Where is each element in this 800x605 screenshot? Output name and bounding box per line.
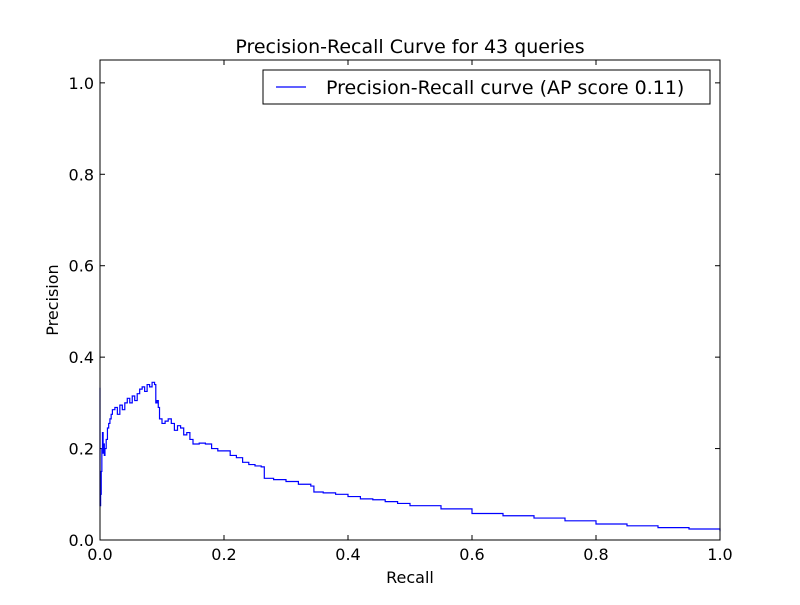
legend-label: Precision-Recall curve (AP score 0.11) [326, 77, 684, 99]
x-tick-label: 0.4 [335, 545, 360, 564]
legend: Precision-Recall curve (AP score 0.11) [262, 69, 711, 105]
y-tick-label: 1.0 [69, 74, 94, 93]
series-layer [99, 381, 721, 532]
legend-box [262, 69, 711, 105]
chart-title: Precision-Recall Curve for 43 queries [235, 36, 584, 58]
x-tick-label: 0.8 [583, 545, 608, 564]
y-axis-label: Precision [43, 264, 62, 335]
y-tick-label: 0.8 [69, 165, 94, 184]
x-tick-label: 0.6 [459, 545, 484, 564]
precision-recall-series-line [99, 381, 721, 532]
y-tick-label: 0.6 [69, 257, 94, 276]
x-tick-label: 1.0 [707, 545, 732, 564]
y-tick-label: 0.0 [69, 531, 94, 550]
x-axis-label: Recall [386, 568, 434, 587]
ticks-layer: 0.0 0.2 0.4 0.6 0.8 1.0 0.0 0.2 0.4 0.6 0.8 1.0 [69, 60, 733, 564]
y-tick-label: 0.2 [69, 440, 94, 459]
x-tick-label: 0.0 [87, 545, 112, 564]
y-tick-label: 0.4 [69, 348, 94, 367]
plot-frame [99, 59, 721, 541]
x-tick-label: 0.2 [211, 545, 236, 564]
